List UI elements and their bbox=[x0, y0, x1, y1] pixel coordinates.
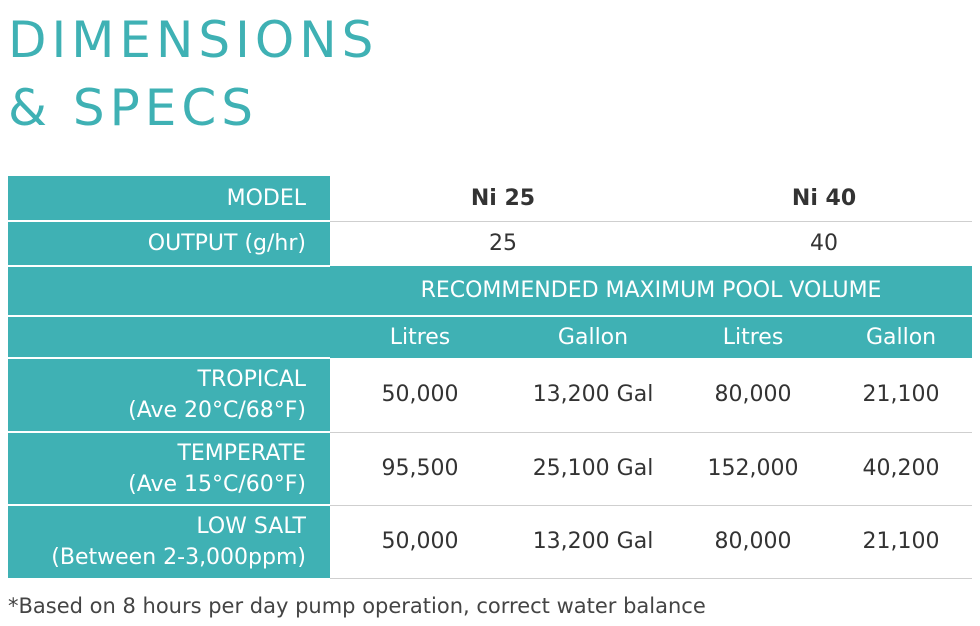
table-cell: 21,100 bbox=[830, 505, 973, 579]
table-cell: 25,100 Gal bbox=[510, 432, 677, 506]
section-header-row: RECOMMENDED MAXIMUM POOL VOLUME bbox=[8, 266, 973, 317]
model-row: MODEL Ni 25 Ni 40 bbox=[8, 176, 973, 222]
row-label-subtitle: (Between 2-3,000ppm) bbox=[51, 545, 306, 570]
output-ni25: 25 bbox=[489, 231, 517, 257]
row-label-title: TEMPERATE bbox=[177, 440, 306, 466]
model-label: MODEL bbox=[8, 176, 330, 222]
model-ni25: Ni 25 bbox=[330, 176, 677, 222]
row-label-title: LOW SALT bbox=[196, 514, 306, 539]
output-row: OUTPUT (g/hr) 25 40 bbox=[8, 221, 972, 267]
table-cell: 13,200 Gal bbox=[510, 358, 677, 433]
output-ni40: 40 bbox=[810, 231, 839, 257]
title-line-1: DIMENSIONS bbox=[8, 11, 379, 69]
row-label: TEMPERATE (Ave 15°C/60°F) bbox=[8, 432, 330, 506]
title-line-2: & SPECS bbox=[8, 79, 259, 137]
table-cell: 21,100 bbox=[830, 358, 973, 433]
table-cell: 95,500 bbox=[330, 432, 510, 506]
table-cell: 50,000 bbox=[330, 505, 510, 579]
table-cell: 80,000 bbox=[676, 505, 831, 579]
unit-gallon-ni25: Gallon bbox=[510, 316, 677, 358]
table-row: TEMPERATE (Ave 15°C/60°F) 95,500 25,100 … bbox=[8, 432, 973, 506]
table-cell: 152,000 bbox=[676, 432, 831, 506]
row-label: TROPICAL (Ave 20°C/68°F) bbox=[8, 358, 330, 433]
table-row: LOW SALT (Between 2-3,000ppm) 50,000 13,… bbox=[8, 505, 973, 579]
table-cell: 13,200 Gal bbox=[510, 505, 677, 579]
table-cell: 80,000 bbox=[676, 358, 831, 433]
row-label-subtitle: (Ave 20°C/68°F) bbox=[128, 398, 306, 423]
row-label: LOW SALT (Between 2-3,000ppm) bbox=[8, 505, 330, 578]
footnote: *Based on 8 hours per day pump operation… bbox=[8, 594, 706, 618]
units-row: Litres Gallon Litres Gallon bbox=[8, 316, 973, 359]
specs-table: MODEL Ni 25 Ni 40 OUTPUT (g/hr) 25 40 RE… bbox=[8, 176, 973, 579]
unit-litres-ni25: Litres bbox=[330, 316, 510, 358]
row-label-subtitle: (Ave 15°C/60°F) bbox=[128, 471, 306, 497]
unit-gallon-ni40: Gallon bbox=[830, 316, 973, 358]
table-cell: 40,200 bbox=[830, 432, 973, 506]
row-label-title: TROPICAL bbox=[197, 367, 306, 392]
section-header-spacer bbox=[8, 266, 330, 317]
table-row: TROPICAL (Ave 20°C/68°F) 50,000 13,200 G… bbox=[8, 358, 973, 433]
model-ni40: Ni 40 bbox=[676, 176, 973, 222]
page-title: DIMENSIONS & SPECS bbox=[8, 6, 378, 142]
unit-litres-ni40: Litres bbox=[676, 316, 831, 358]
units-spacer bbox=[8, 316, 330, 359]
table-cell: 50,000 bbox=[330, 358, 510, 433]
section-header: RECOMMENDED MAXIMUM POOL VOLUME bbox=[330, 266, 973, 317]
output-label: OUTPUT (g/hr) bbox=[8, 221, 330, 267]
